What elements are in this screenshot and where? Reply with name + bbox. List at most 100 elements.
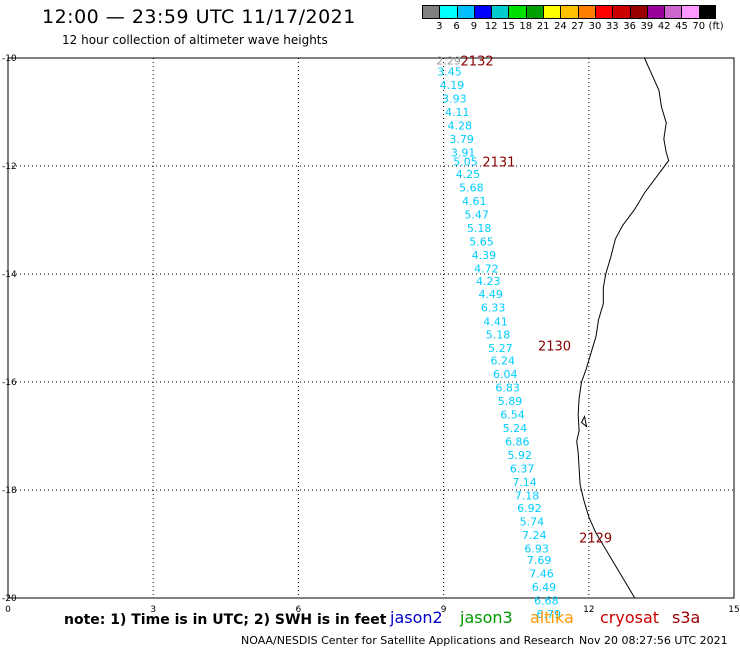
scale-swatch (594, 5, 613, 19)
color-scale-legend: 3 6 9 12 15 18 21 24 27 30 33 36 39 42 45 70 (ft) (422, 5, 724, 33)
swh-value: 6.92 (517, 502, 542, 515)
scale-swatch (698, 5, 717, 19)
swh-value: 6.79 (537, 608, 562, 621)
swh-value: 7.18 (515, 489, 540, 502)
x-tick-label: 9 (441, 605, 447, 615)
x-tick-label: 3 (150, 605, 156, 615)
swh-value: 4.72 (474, 263, 499, 276)
credit-text: NOAA/NESDIS Center for Satellite Applica… (241, 634, 575, 647)
swh-value: 5.68 (459, 182, 484, 195)
swh-value: 4.61 (462, 195, 487, 208)
scale-swatch (456, 5, 474, 19)
swh-value: 5.89 (498, 395, 522, 408)
y-tick-label: -10 (2, 54, 17, 64)
satellite-jason2: jason2 (390, 608, 443, 627)
swh-value: 4.28 (447, 120, 472, 133)
pass-label: 2129 (579, 532, 612, 547)
scale-label: 45 (675, 21, 688, 32)
satellite-jason3: jason3 (460, 608, 513, 627)
swh-value: 2.29 (436, 55, 461, 68)
swh-value: 7.14 (512, 476, 537, 489)
scale-swatch (508, 5, 526, 19)
swh-value: 5.92 (507, 449, 532, 462)
pass-label: 2131 (482, 156, 515, 171)
scale-label: 12 (484, 21, 498, 32)
swh-value: 4.19 (440, 79, 465, 92)
swh-value: 6.54 (500, 408, 525, 421)
y-tick-label: -12 (2, 162, 17, 172)
satellite-cryosat: cryosat (600, 608, 660, 627)
swh-value: 6.83 (495, 381, 520, 394)
scale-label: (ft) (708, 21, 724, 32)
scale-swatch (473, 5, 492, 19)
scale-label: 39 (640, 21, 654, 32)
y-tick-label: -20 (2, 594, 17, 604)
swh-value: 6.04 (493, 368, 518, 381)
x-tick-label: 0 (5, 605, 11, 615)
generated-timestamp: Nov 20 08:27:56 UTC 2021 (579, 634, 728, 647)
pass-label: 2130 (538, 339, 571, 354)
swh-value: 5.05 (453, 156, 478, 169)
swh-value: 6.86 (505, 435, 530, 448)
swh-value: 3.79 (449, 133, 474, 146)
map-subtitle: 12 hour collection of altimeter wave hei… (62, 33, 328, 47)
swh-value: 6.49 (532, 581, 557, 594)
satellite-s3a: s3a (672, 608, 701, 627)
scale-swatch (422, 5, 440, 19)
swh-value: 3.91 (451, 147, 476, 160)
pass-label: 2132 (461, 55, 494, 70)
swh-value: 5.65 (469, 236, 494, 249)
satellite-altika: altika (530, 608, 574, 627)
swh-value: 3.45 (437, 66, 462, 79)
scale-label: 36 (623, 21, 636, 32)
scale-label: 15 (502, 21, 515, 32)
swh-value: 4.39 (472, 249, 497, 262)
scale-label: 42 (657, 21, 671, 32)
scale-label: 27 (571, 21, 585, 32)
scale-label: 18 (519, 21, 533, 32)
color-scale-labels: 3 6 9 12 15 18 21 24 27 30 33 36 39 42 45 70 (ft) (422, 19, 724, 33)
swh-value: 4.49 (478, 288, 503, 301)
footer-note: note: 1) Time is in UTC; 2) SWH is in fe… (64, 612, 387, 628)
map-title: 12:00 — 23:59 UTC 11/17/2021 (42, 6, 356, 28)
x-tick-label: 12 (583, 605, 594, 615)
color-scale-swatches (422, 5, 717, 19)
scale-swatch (629, 5, 647, 19)
scale-label: 9 (470, 21, 478, 32)
swh-value: 5.47 (464, 209, 489, 222)
map-frame (7, 57, 735, 599)
swh-value: 6.37 (510, 462, 534, 475)
swh-value: 6.33 (481, 301, 506, 314)
swh-value: 5.24 (503, 422, 528, 435)
swh-value: 6.68 (534, 595, 559, 608)
swh-value: 6.24 (491, 354, 515, 367)
swh-value: 4.25 (456, 168, 481, 181)
scale-label: 6 (453, 21, 460, 32)
swh-value: 5.74 (520, 515, 545, 528)
scale-swatch (664, 5, 682, 19)
swh-value: 5.27 (488, 342, 513, 355)
scale-swatch (646, 5, 665, 19)
swh-value: 4.23 (476, 275, 501, 288)
coastline-inlet (580, 414, 588, 428)
scale-swatch (439, 5, 457, 19)
y-tick-label: -18 (2, 486, 17, 496)
swh-value: 5.18 (486, 328, 511, 341)
y-tick-label: -16 (2, 378, 17, 388)
swh-value: 5.18 (467, 222, 492, 235)
swh-value: 7.24 (522, 529, 547, 542)
swh-value: 4.11 (445, 106, 470, 119)
swh-value: 3.93 (442, 93, 467, 106)
scale-label: 24 (554, 21, 567, 32)
swh-value: 7.69 (527, 554, 552, 567)
scale-label: 70 (692, 21, 706, 32)
scale-swatch (560, 5, 578, 19)
swh-value: 6.93 (524, 542, 549, 555)
swh-value: 7.46 (529, 568, 554, 581)
scale-swatch (543, 5, 561, 19)
scale-swatch (681, 5, 699, 19)
scale-swatch (612, 5, 630, 19)
x-tick-label: 6 (296, 605, 302, 615)
swh-value: 4.41 (483, 316, 508, 329)
